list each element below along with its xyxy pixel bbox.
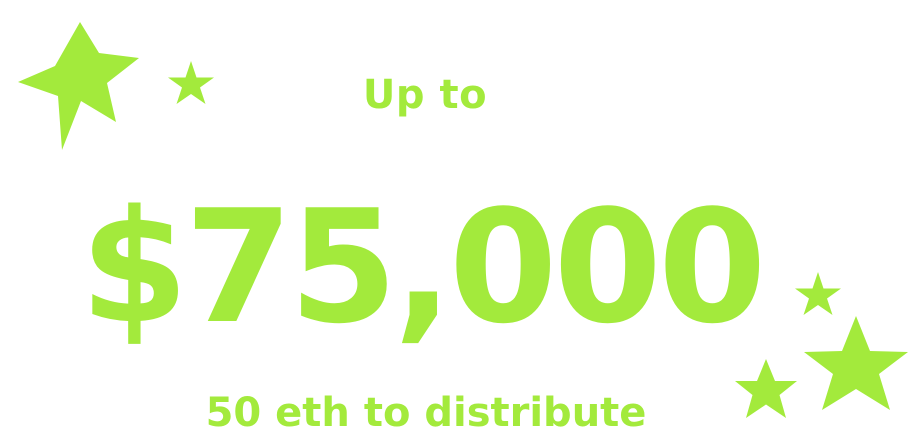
star-icon <box>168 61 214 104</box>
star-icon <box>804 316 908 410</box>
prize-prefix-text: Up to <box>362 72 488 118</box>
prize-subtitle-text: 50 eth to distribute <box>205 390 647 436</box>
star-icon <box>735 359 797 418</box>
star-icon <box>795 272 841 315</box>
star-icon <box>18 22 139 150</box>
prize-amount-text: $75,000 <box>80 176 767 358</box>
